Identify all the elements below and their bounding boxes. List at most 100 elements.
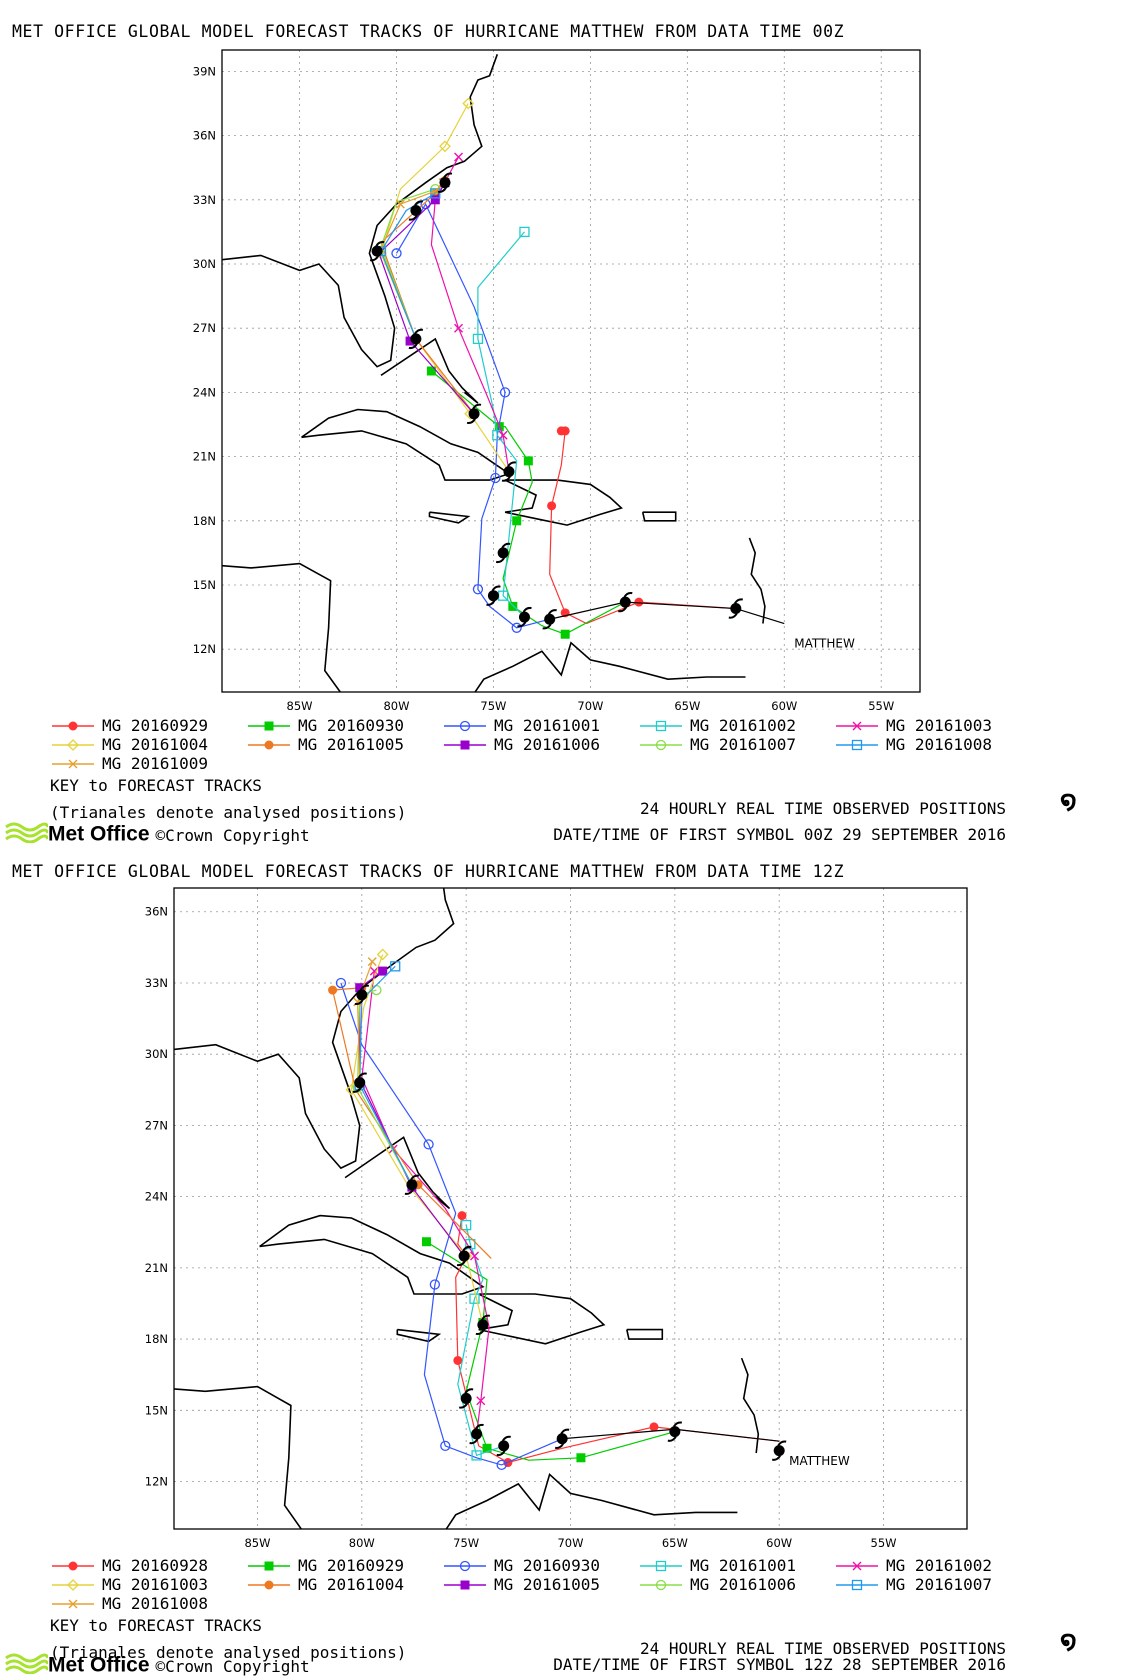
series-point <box>378 966 388 976</box>
y-tick-label: 15N <box>145 1403 168 1417</box>
forecast-map: 12N 15N 18N 21N 24N 27N 30N 33N 36N 85W 80W 75W 70W 6… <box>145 887 968 1550</box>
legend-label: MG 20161006 <box>690 1575 796 1594</box>
legend-swatch <box>640 720 682 732</box>
series-line <box>340 982 563 1466</box>
series-point <box>508 601 518 611</box>
series-point <box>492 430 503 441</box>
x-tick-label: 60W <box>771 699 797 713</box>
legend-marker <box>851 1579 863 1591</box>
legend-marker <box>68 1561 78 1571</box>
legend-label: MG 20160929 <box>298 1556 404 1575</box>
y-tick-label: 33N <box>145 976 168 990</box>
x-tick-label: 75W <box>480 699 506 713</box>
legend-marker <box>459 720 471 732</box>
legend-swatch <box>444 740 486 750</box>
coastline <box>396 1328 442 1343</box>
x-tick-label: 65W <box>662 1536 688 1550</box>
series-point <box>376 948 389 961</box>
series-point <box>328 985 338 995</box>
series-point <box>482 1443 492 1453</box>
observed-position <box>771 1440 787 1461</box>
observed-position <box>456 1245 472 1267</box>
legend-label: MG 20161004 <box>102 735 208 754</box>
legend-swatch <box>248 1580 290 1590</box>
legend-swatch <box>444 720 486 732</box>
coastline <box>478 1293 606 1345</box>
x-tick-label: 75W <box>453 1536 479 1550</box>
legend-swatch <box>52 759 94 769</box>
legend-marker <box>459 1560 471 1572</box>
observed-position <box>496 1435 511 1457</box>
series-point <box>423 1139 434 1150</box>
legend-label: MG 20161007 <box>886 1575 992 1594</box>
y-tick-label: 12N <box>145 1475 168 1489</box>
observed-position <box>517 606 532 628</box>
legend-label: MG 20161005 <box>494 1575 600 1594</box>
legend-label: MG 20160930 <box>298 716 404 735</box>
observed-position <box>466 403 482 424</box>
observed-position <box>408 328 424 350</box>
legend-marker <box>655 739 667 751</box>
legend-marker <box>852 1561 862 1571</box>
coastline <box>445 1472 738 1529</box>
series-point <box>461 1219 472 1231</box>
series-point <box>469 1293 480 1304</box>
y-tick-label: 30N <box>145 1047 168 1061</box>
coastline <box>428 511 471 524</box>
legend-marker <box>655 1579 667 1591</box>
x-tick-label: 70W <box>557 1536 583 1550</box>
coastlines <box>174 888 760 1529</box>
y-tick-label: 36N <box>145 905 168 919</box>
observed-label: 24 HOURLY REAL TIME OBSERVED POSITIONS <box>639 1639 1006 1658</box>
logo-text: Met Office <box>48 822 150 846</box>
legend-label: MG 20160928 <box>102 1556 208 1575</box>
observed-position <box>458 1388 474 1409</box>
legend-marker <box>655 720 667 732</box>
series-line <box>378 182 475 415</box>
series-line <box>361 971 490 1435</box>
legend-marker <box>68 759 78 769</box>
series-point <box>430 195 440 205</box>
chart-title: MET OFFICE GLOBAL MODEL FORECAST TRACKS … <box>12 22 845 41</box>
coastline <box>259 1214 485 1295</box>
series-point <box>367 957 377 967</box>
legend-label: MG 20161002 <box>886 1556 992 1575</box>
x-tick-label: 55W <box>871 1536 897 1550</box>
observed-position <box>618 591 633 613</box>
observed-position <box>354 984 370 1005</box>
series-line <box>431 370 626 635</box>
legend-swatch <box>836 721 878 731</box>
storm-label: MATTHEW <box>794 637 855 651</box>
y-tick-label: 15N <box>193 578 216 592</box>
observed-label: 24 HOURLY REAL TIME OBSERVED POSITIONS <box>639 799 1006 818</box>
series-point <box>490 472 501 484</box>
series-point <box>439 140 451 153</box>
legend-label: MG 20161008 <box>102 1594 208 1613</box>
series-line <box>549 430 736 625</box>
series-point <box>440 1440 451 1452</box>
legend-marker <box>655 1560 667 1572</box>
observed-position <box>475 1314 491 1335</box>
series-line <box>350 954 484 1325</box>
met-office-logo: Met Office ©Crown Copyright <box>4 821 310 849</box>
legend-label: MG 20161009 <box>102 754 208 773</box>
legend-swatch <box>836 1561 878 1571</box>
coastline <box>222 562 342 692</box>
observed-position <box>554 1428 570 1449</box>
forecast-tracks <box>328 948 787 1471</box>
triangles-note: (Trianales denote analysed positions) <box>50 1643 407 1662</box>
legend-swatch <box>444 1560 486 1572</box>
legend-label: MG 20161003 <box>886 716 992 735</box>
series-point <box>390 961 401 972</box>
y-tick-label: 21N <box>193 450 216 464</box>
series-line <box>477 231 525 618</box>
series-point <box>496 1459 507 1471</box>
legend-swatch <box>52 721 94 731</box>
plot-frame <box>173 887 968 1530</box>
met-office-logo: Met Office ©Crown Copyright <box>4 1652 310 1680</box>
series-point <box>391 248 402 259</box>
y-tick-label: 12N <box>193 642 216 656</box>
plot-frame <box>221 49 921 693</box>
x-tick-label: 80W <box>383 699 409 713</box>
met-office-waves-icon <box>4 1652 50 1680</box>
